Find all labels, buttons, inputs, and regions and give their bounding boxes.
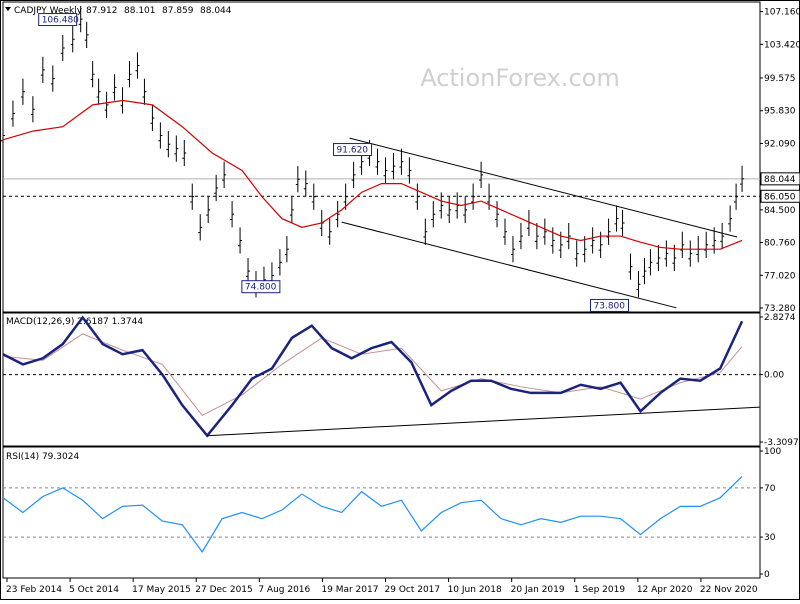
watermark-text: ActionForex.com bbox=[420, 64, 620, 92]
ohlc-value: 88.044 bbox=[200, 6, 232, 16]
macd-y-tick-label: 2.8274 bbox=[764, 313, 796, 323]
annotation-label: 91.620 bbox=[337, 146, 369, 156]
panel-frame-1 bbox=[2, 312, 761, 447]
channel-lower-line bbox=[341, 221, 677, 309]
price-panel-title: CADJPY Weekly bbox=[14, 6, 83, 16]
rsi-y-tick-label: 0 bbox=[764, 570, 770, 580]
x-axis-label: 1 Sep 2019 bbox=[574, 585, 626, 595]
annotation-box bbox=[241, 280, 281, 294]
rsi-y-tick-label: 30 bbox=[764, 533, 776, 543]
x-axis-label: 29 Oct 2017 bbox=[385, 585, 441, 595]
macd-y-tick-label: 0.00 bbox=[764, 371, 784, 381]
moving-average-line bbox=[2, 99, 743, 250]
rsi-line bbox=[2, 476, 743, 553]
price-level-box bbox=[760, 172, 800, 186]
x-axis-label: 5 Oct 2014 bbox=[69, 585, 119, 595]
price-y-tick-label: 86.050 bbox=[764, 192, 796, 202]
x-axis-label: 27 Dec 2015 bbox=[195, 585, 253, 595]
ohlc-value: 87.912 bbox=[86, 6, 118, 16]
ohlc-value: 88.101 bbox=[124, 6, 156, 16]
channel-upper-line bbox=[349, 137, 738, 238]
annotation-box bbox=[38, 13, 78, 27]
x-axis-label: 22 Nov 2020 bbox=[700, 585, 758, 595]
rsi-y-tick-label: 70 bbox=[764, 484, 776, 494]
price-level-box bbox=[760, 189, 800, 203]
x-axis-label: 7 Aug 2016 bbox=[258, 585, 310, 595]
price-y-tick-label: 80.760 bbox=[764, 239, 796, 249]
price-y-tick-label: 107.160 bbox=[764, 8, 800, 18]
price-y-tick-label: 95.830 bbox=[764, 107, 796, 117]
annotation-label: 106.480 bbox=[42, 16, 79, 26]
annotation-label: 74.800 bbox=[245, 283, 277, 293]
panel-frame-0 bbox=[2, 1, 761, 313]
annotation-box bbox=[333, 143, 373, 157]
x-axis-label: 10 Jun 2018 bbox=[448, 585, 502, 595]
macd-y-tick-label: -3.3097 bbox=[764, 438, 799, 448]
price-y-tick-label: 77.020 bbox=[764, 271, 796, 281]
price-y-tick-label: 88.044 bbox=[764, 175, 796, 185]
annotation-label: 73.800 bbox=[594, 301, 626, 311]
ohlc-value: 87.859 bbox=[162, 6, 194, 16]
x-axis-label: 12 Apr 2020 bbox=[637, 585, 693, 595]
collapse-triangle-icon bbox=[5, 7, 11, 11]
x-axis-label: 17 May 2015 bbox=[132, 585, 191, 595]
x-axis-label: 19 Mar 2017 bbox=[321, 585, 378, 595]
macd-panel-title: MACD(12,26,9) 2.6187 1.3744 bbox=[6, 317, 143, 327]
annotation-box bbox=[590, 298, 630, 312]
panel-frame-2 bbox=[2, 446, 761, 579]
price-y-tick-label: 84.500 bbox=[764, 206, 796, 216]
rsi-panel-title: RSI(14) 79.3024 bbox=[6, 452, 79, 462]
price-y-tick-label: 92.090 bbox=[764, 139, 796, 149]
macd-line bbox=[2, 315, 744, 438]
x-axis-label: 23 Feb 2014 bbox=[6, 585, 62, 595]
rsi-y-tick-label: 100 bbox=[764, 447, 781, 457]
x-axis-label: 20 Jan 2019 bbox=[511, 585, 565, 595]
price-y-tick-label: 103.420 bbox=[764, 40, 800, 50]
macd-trendline bbox=[207, 406, 761, 437]
price-y-tick-label: 99.575 bbox=[764, 74, 796, 84]
price-y-tick-label: 73.280 bbox=[764, 304, 796, 314]
